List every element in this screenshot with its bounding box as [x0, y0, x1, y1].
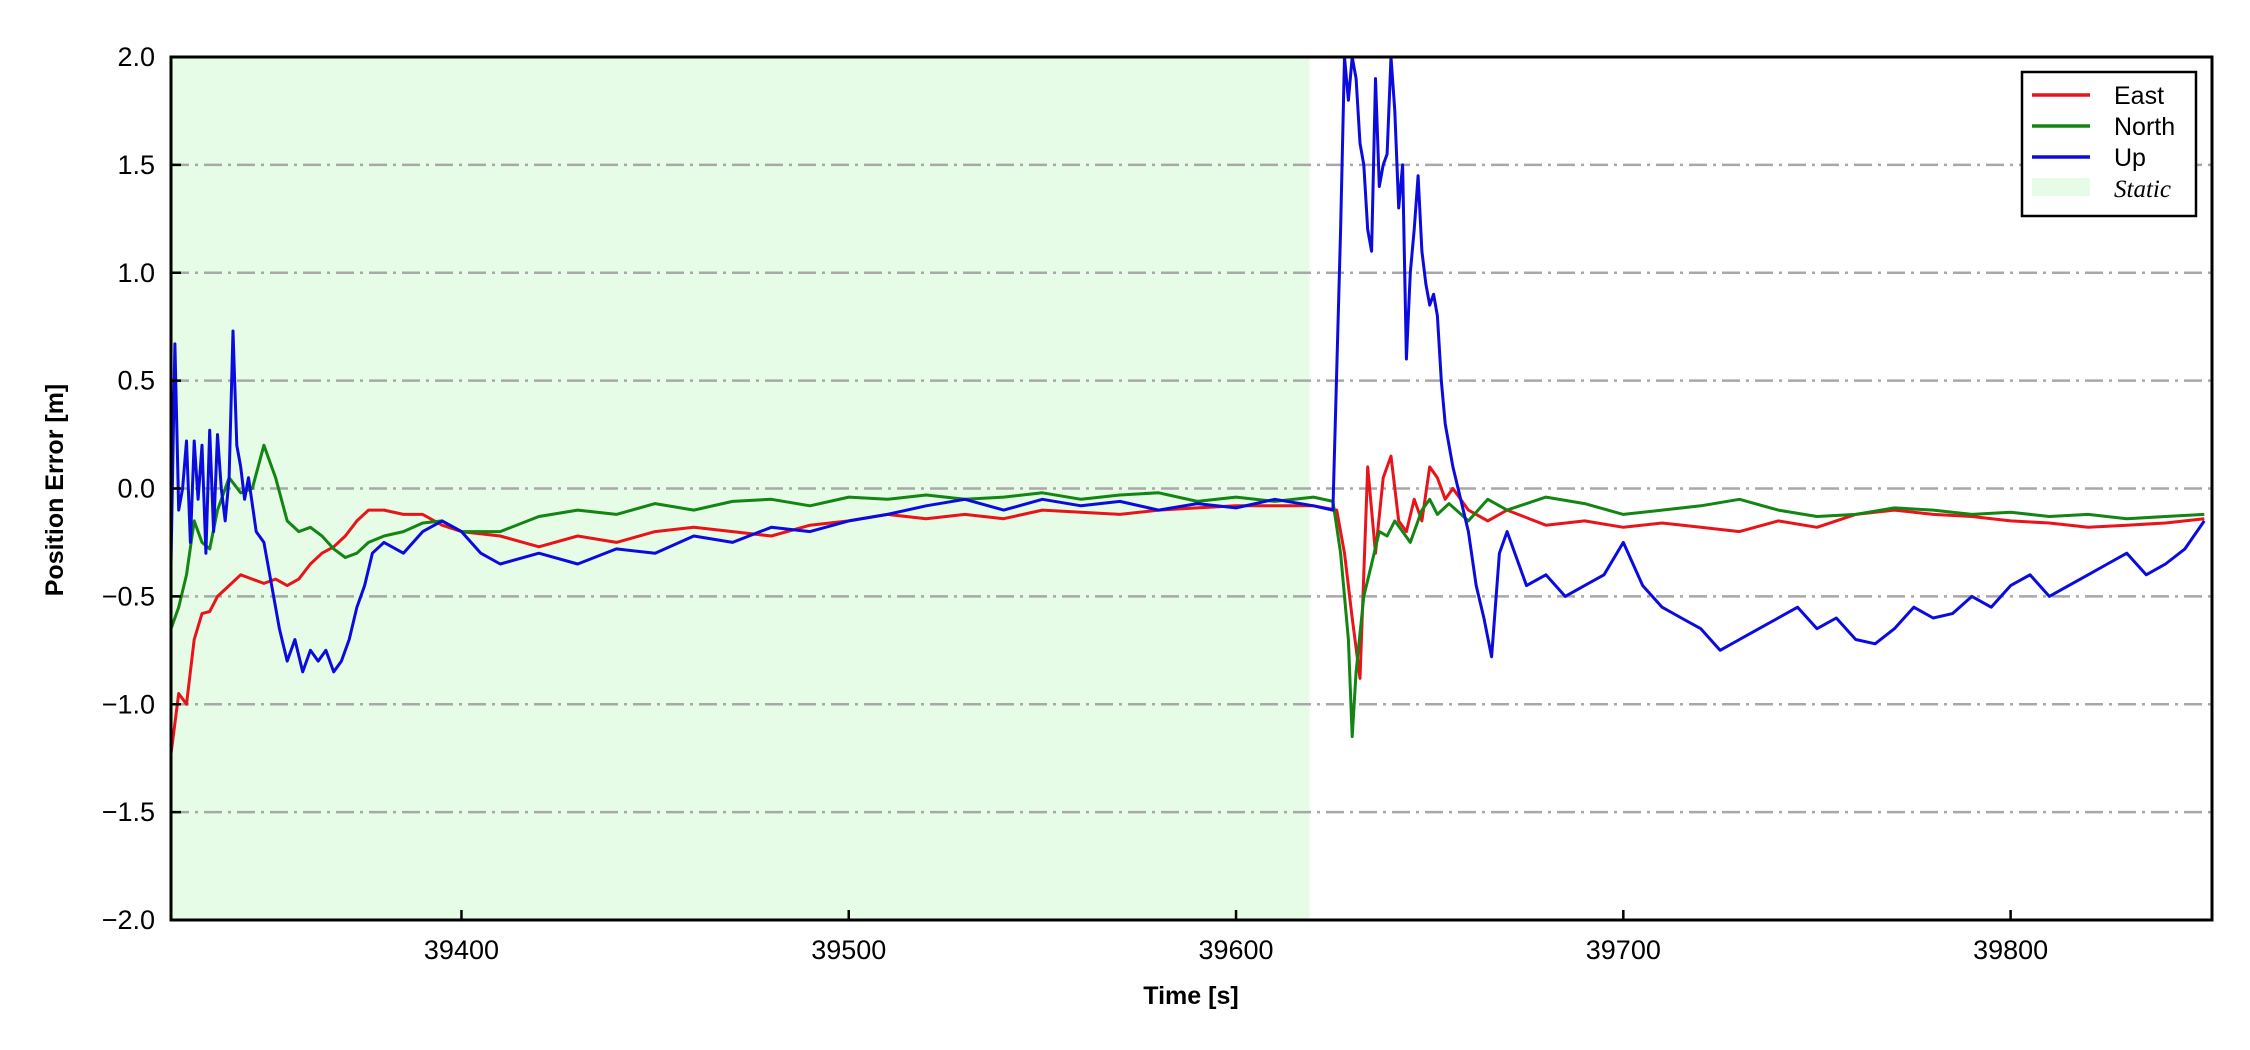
- y-tick-label: −1.0: [102, 689, 155, 719]
- series-layer: [171, 57, 2206, 755]
- y-tick-label: 0.0: [117, 474, 155, 504]
- y-axis-label: Position Error [m]: [41, 384, 69, 597]
- series-north-line: [171, 443, 2205, 739]
- y-tick-label: −0.5: [102, 581, 155, 611]
- y-tick-label: 1.0: [117, 258, 155, 288]
- grid-layer: [171, 163, 2212, 814]
- x-tick-label: 39500: [811, 935, 886, 965]
- y-tick-label: 0.5: [117, 366, 155, 396]
- y-tick-label: 1.5: [117, 150, 155, 180]
- series-up-line: [171, 57, 2206, 674]
- x-tick-label: 39600: [1198, 935, 1273, 965]
- y-tick-label: −2.0: [102, 905, 155, 935]
- legend-north-label: North: [2114, 113, 2175, 141]
- legend-up-label: Up: [2114, 144, 2146, 172]
- legend-east-label: East: [2114, 82, 2164, 110]
- axes-layer: 39400 39500 39600 39700 39800 2.0 1.5 1.0 0.5 0.0…: [102, 42, 2214, 965]
- x-tick-label: 39700: [1586, 935, 1661, 965]
- legend-static-label: Static: [2114, 176, 2171, 203]
- x-axis-label: Time [s]: [1143, 982, 1238, 1010]
- y-tick-label: 2.0: [117, 42, 155, 72]
- y-tick-label: −1.5: [102, 797, 155, 827]
- legend-static-swatch: [2032, 178, 2090, 196]
- legend: East North Up Static: [2020, 70, 2198, 218]
- x-tick-label: 39800: [1973, 935, 2048, 965]
- x-tick-label: 39400: [424, 935, 499, 965]
- series-east-line: [171, 454, 2205, 755]
